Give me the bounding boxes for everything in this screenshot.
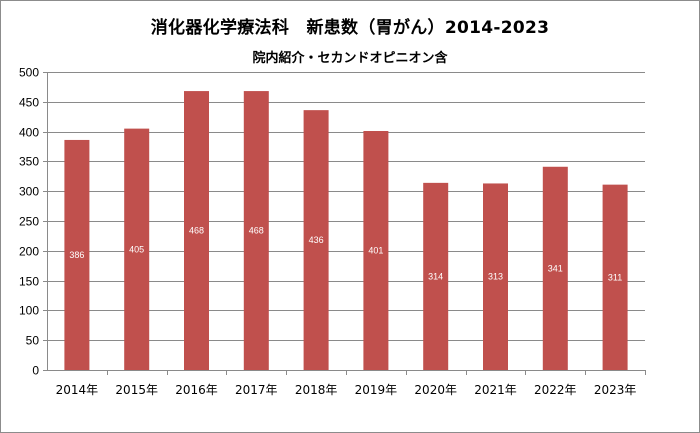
x-tick-label: 2019年 (355, 383, 398, 397)
data-label: 401 (368, 246, 383, 256)
data-label: 313 (488, 272, 503, 282)
bar (542, 166, 568, 370)
data-labels: 386 405 468 468 436 401 314 313 341 311 (69, 226, 622, 283)
x-tick-label: 2020年 (414, 383, 457, 397)
bar (602, 184, 628, 370)
bar (483, 183, 508, 370)
bar (363, 131, 389, 370)
x-tick-label: 2015年 (115, 383, 158, 397)
x-tick-label: 2023年 (594, 383, 637, 397)
bar (184, 91, 209, 371)
bars (64, 91, 628, 371)
data-label: 468 (189, 226, 204, 236)
data-label: 311 (608, 272, 622, 282)
y-tick-label: 450 (19, 96, 39, 110)
bar (64, 139, 90, 370)
bar (303, 110, 329, 371)
x-tick-label: 2016年 (175, 383, 218, 397)
x-tick-label: 2021年 (474, 383, 517, 397)
y-tick-label: 100 (19, 304, 39, 318)
title-block: 消化器化学療法科 新患数（胃がん）2014-2023 院内紹介・セカンドオピニオ… (1, 1, 699, 66)
y-tick-label: 250 (19, 215, 39, 229)
y-tick-label: 400 (19, 126, 39, 140)
y-axis: 0 50 100 150 200 250 300 350 400 450 500 (19, 66, 48, 378)
data-label: 386 (69, 250, 84, 260)
x-tick-label: 2014年 (56, 383, 99, 397)
data-label: 436 (309, 235, 324, 245)
data-label: 468 (249, 226, 264, 236)
y-tick-label: 500 (19, 66, 39, 80)
chart-subtitle: 院内紹介・セカンドオピニオン含 (252, 51, 448, 66)
data-label: 314 (428, 271, 443, 281)
y-tick-label: 50 (26, 334, 40, 348)
data-label: 341 (548, 263, 563, 273)
x-axis: 2014年 2015年 2016年 2017年 2018年 2019年 2020年 2021年… (47, 370, 646, 397)
chart-title: 消化器化学療法科 新患数（胃がん）2014-2023 (150, 18, 550, 38)
y-tick-label: 0 (32, 364, 39, 378)
data-label: 405 (129, 244, 144, 254)
y-tick-label: 350 (19, 155, 39, 169)
bar (243, 91, 269, 371)
y-tick-label: 200 (19, 245, 39, 259)
x-tick-label: 2018年 (295, 383, 338, 397)
x-tick-label: 2022年 (534, 383, 577, 397)
bar (124, 128, 150, 370)
y-tick-label: 300 (19, 185, 39, 199)
bar (423, 182, 449, 370)
x-tick-label: 2017年 (235, 383, 278, 397)
y-tick-label: 150 (19, 275, 39, 289)
